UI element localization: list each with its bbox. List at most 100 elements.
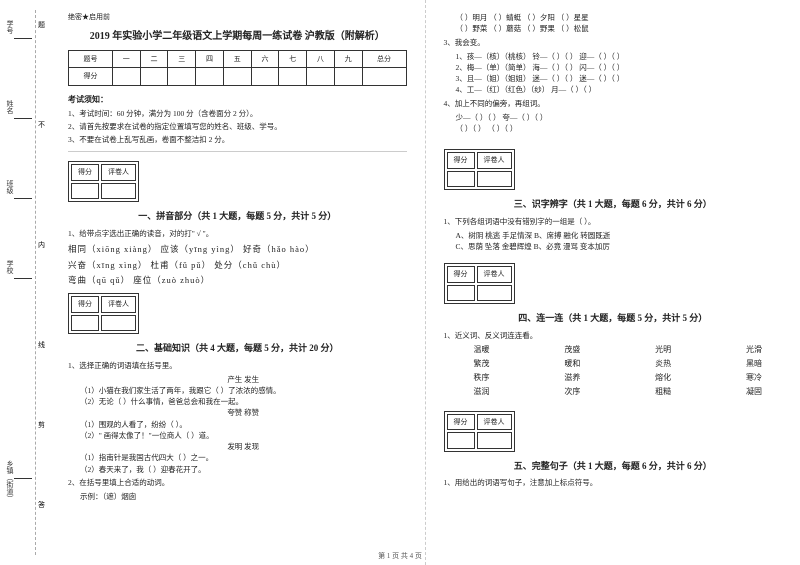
word-pair: 夸赞 称赞: [80, 407, 407, 418]
scorer-score: 得分: [447, 266, 475, 283]
section-3-title: 三、识字辨字（共 1 大题，每题 6 分，共计 6 分）: [444, 198, 783, 212]
score-cell[interactable]: [334, 68, 362, 86]
scorer-score: 得分: [447, 152, 475, 169]
scorer-score: 得分: [71, 164, 99, 181]
connect-word: 次序: [564, 386, 580, 398]
scorer-cell[interactable]: [477, 285, 512, 302]
connect-word: 暖和: [564, 358, 580, 370]
scorer-box: 得分评卷人: [68, 161, 139, 202]
change-line: 4、工—（红）（红色）（纱） 月—（ ）（ ）: [456, 84, 783, 95]
score-cell[interactable]: [307, 68, 335, 86]
s2-line: （1）指南针是我国古代四大（ ）之一。: [80, 452, 407, 463]
score-cell[interactable]: [168, 68, 196, 86]
section-2-title: 二、基础知识（共 4 大题，每题 5 分，共计 20 分）: [68, 342, 407, 356]
score-cell[interactable]: [251, 68, 279, 86]
score-cell[interactable]: [112, 68, 140, 86]
right-column: （ ）明月 （ ）蜻蜓 （ ）夕阳 （ ）星星 （ ）野菜 （ ）蘑菇 （ ）野…: [426, 0, 800, 565]
connect-row: 温暖 茂盛 光明 光滑: [474, 344, 763, 356]
score-col: 四: [196, 50, 224, 68]
scorer-cell[interactable]: [477, 432, 512, 449]
radical-line: 少—（ ）（ ） 夸—（ ）（ ）: [456, 112, 783, 123]
notice-line: 3、不要在试卷上乱写乱画，卷面不整洁扣 2 分。: [68, 134, 407, 145]
scorer-box: 得分评卷人: [444, 263, 515, 304]
score-cell[interactable]: [279, 68, 307, 86]
scorer-cell[interactable]: [447, 171, 475, 188]
s5-question: 1、用给出的词语写句子，注意加上标点符号。: [444, 477, 783, 489]
scorer-score: 得分: [447, 414, 475, 431]
binding-fill-line: [14, 118, 32, 119]
score-col: 六: [251, 50, 279, 68]
score-table: 题号 一 二 三 四 五 六 七 八 九 总分 得分: [68, 50, 407, 86]
q4-head: 4、加上不同的偏旁，再组词。: [444, 98, 783, 110]
pinyin-line: 兴奋（xīng xìng） 杜甫（fǔ pǔ） 处分（chǔ chù）: [68, 259, 407, 272]
score-col: 一: [112, 50, 140, 68]
s3-option: C、思荫 坠落 金碧辉煌 B、必竟 漫骂 变本加厉: [456, 241, 783, 252]
connect-word: 光明: [655, 344, 671, 356]
page-footer: 第 1 页 共 4 页: [0, 551, 800, 561]
connect-word: 黑暗: [746, 358, 762, 370]
score-cell[interactable]: [223, 68, 251, 86]
word-pair: 产生 发生: [80, 374, 407, 385]
binding-label-name: 姓名: [5, 100, 15, 114]
scorer-cell[interactable]: [71, 315, 99, 332]
binding-label-town: 乡镇（街道）: [5, 460, 15, 502]
notice-line: 2、请首先按要求在试卷的指定位置填写您的姓名、班级、学号。: [68, 121, 407, 132]
s1-question: 1、给带点字选出正确的读音，对的打" √ "。: [68, 228, 407, 240]
scorer-box: 得分评卷人: [444, 149, 515, 190]
s4-question: 1、近义词、反义词连连看。: [444, 330, 783, 342]
binding-fill-line: [14, 38, 32, 39]
divider: [68, 151, 407, 152]
scorer-cell[interactable]: [101, 183, 136, 200]
connect-word: 温暖: [474, 344, 490, 356]
verb-fill-line: （ ）明月 （ ）蜻蜓 （ ）夕阳 （ ）星星: [456, 12, 783, 23]
connect-row: 繁茂 暖和 炎热 黑暗: [474, 358, 763, 370]
q3-head: 3、我会变。: [444, 37, 783, 49]
change-line: 2、梅—（单）（简单） 海—（ ）（ ） 闪—（ ）（ ）: [456, 62, 783, 73]
connect-word: 熔化: [655, 372, 671, 384]
scorer-cell[interactable]: [447, 285, 475, 302]
side-char: 不: [38, 120, 45, 130]
score-cell[interactable]: [362, 68, 406, 86]
scorer-box: 得分评卷人: [68, 293, 139, 334]
scorer-cell[interactable]: [477, 171, 512, 188]
score-value-row: 得分: [69, 68, 407, 86]
score-col: 五: [223, 50, 251, 68]
scorer-cell[interactable]: [71, 183, 99, 200]
binding-fill-line: [14, 478, 32, 479]
connect-word: 炎热: [655, 358, 671, 370]
connect-word: 茂盛: [564, 344, 580, 356]
s3-question: 1、下列各组词语中没有错别字的一组是（ ）。: [444, 216, 783, 228]
scorer-person: 评卷人: [101, 164, 136, 181]
score-col: 三: [168, 50, 196, 68]
connect-word: 寒冷: [746, 372, 762, 384]
connect-word: 凝固: [746, 386, 762, 398]
binding-label-school: 学校: [5, 260, 15, 274]
score-col: 题号: [69, 50, 113, 68]
connect-row: 滋润次序粗糙凝固: [474, 386, 763, 398]
left-column: 绝密★启用前 2019 年实验小学二年级语文上学期每周一练试卷 沪教版（附解析）…: [50, 0, 426, 565]
secret-label: 绝密★启用前: [68, 12, 407, 23]
notice-head: 考试须知：: [68, 94, 407, 106]
s2-example: 示例：（遮）烟囱: [80, 491, 407, 502]
s2-line: （2）无论（ ）什么事情，爸爸总会和我在一起。: [80, 396, 407, 407]
connect-word: 光滑: [746, 344, 762, 356]
score-cell[interactable]: [196, 68, 224, 86]
connect-word: 滋养: [564, 372, 580, 384]
binding-margin: 学号 姓名 班级 学校 乡镇（街道） 题 不 内 线 剪 答: [0, 0, 50, 565]
scorer-cell[interactable]: [447, 432, 475, 449]
scorer-score: 得分: [71, 296, 99, 313]
pinyin-line: 相同（xiōng xiàng） 应该（yīng yìng） 好奇（hǎo hào…: [68, 243, 407, 256]
binding-fill-line: [14, 198, 32, 199]
connect-row: 秩序滋养熔化寒冷: [474, 372, 763, 384]
binding-fill-line: [14, 278, 32, 279]
score-row-label: 得分: [69, 68, 113, 86]
scorer-box: 得分评卷人: [444, 411, 515, 452]
scorer-person: 评卷人: [477, 266, 512, 283]
connect-word: 粗糙: [655, 386, 671, 398]
score-col: 八: [307, 50, 335, 68]
notice-line: 1、考试时间：60 分钟，满分为 100 分（含卷面分 2 分）。: [68, 108, 407, 119]
verb-fill-line: （ ）野菜 （ ）蘑菇 （ ）野果 （ ）松鼠: [456, 23, 783, 34]
score-cell[interactable]: [140, 68, 168, 86]
scorer-cell[interactable]: [101, 315, 136, 332]
connect-word: 繁茂: [474, 358, 490, 370]
